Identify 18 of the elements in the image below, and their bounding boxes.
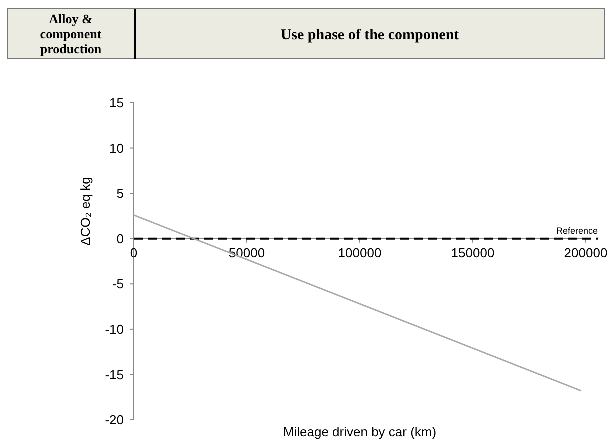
y-tick-label: -20	[105, 412, 124, 428]
x-tick-label: 200000	[564, 245, 608, 260]
x-tick-label: 100000	[338, 245, 382, 260]
y-tick-label: -10	[105, 322, 124, 337]
y-tick-label: 10	[110, 140, 124, 156]
text: Use phase of the component	[280, 27, 460, 44]
ref-line-label: Reference	[556, 226, 598, 236]
x-axis-title: Mileage driven by car (km)	[283, 424, 437, 439]
y-tick-label: 0	[116, 231, 124, 246]
x-tick-label: 50000	[228, 245, 266, 260]
y-tick-label: -5	[112, 276, 124, 292]
y-tick-label: 5	[116, 186, 124, 202]
y-tick-label: -15	[105, 367, 124, 382]
text: Alloy & component production	[40, 12, 102, 57]
y-axis-title: ΔCO₂ eq kg	[78, 177, 93, 246]
y-tick-label: 15	[110, 96, 124, 111]
x-tick-label: 0	[130, 245, 138, 260]
x-tick-label: 150000	[451, 245, 495, 260]
